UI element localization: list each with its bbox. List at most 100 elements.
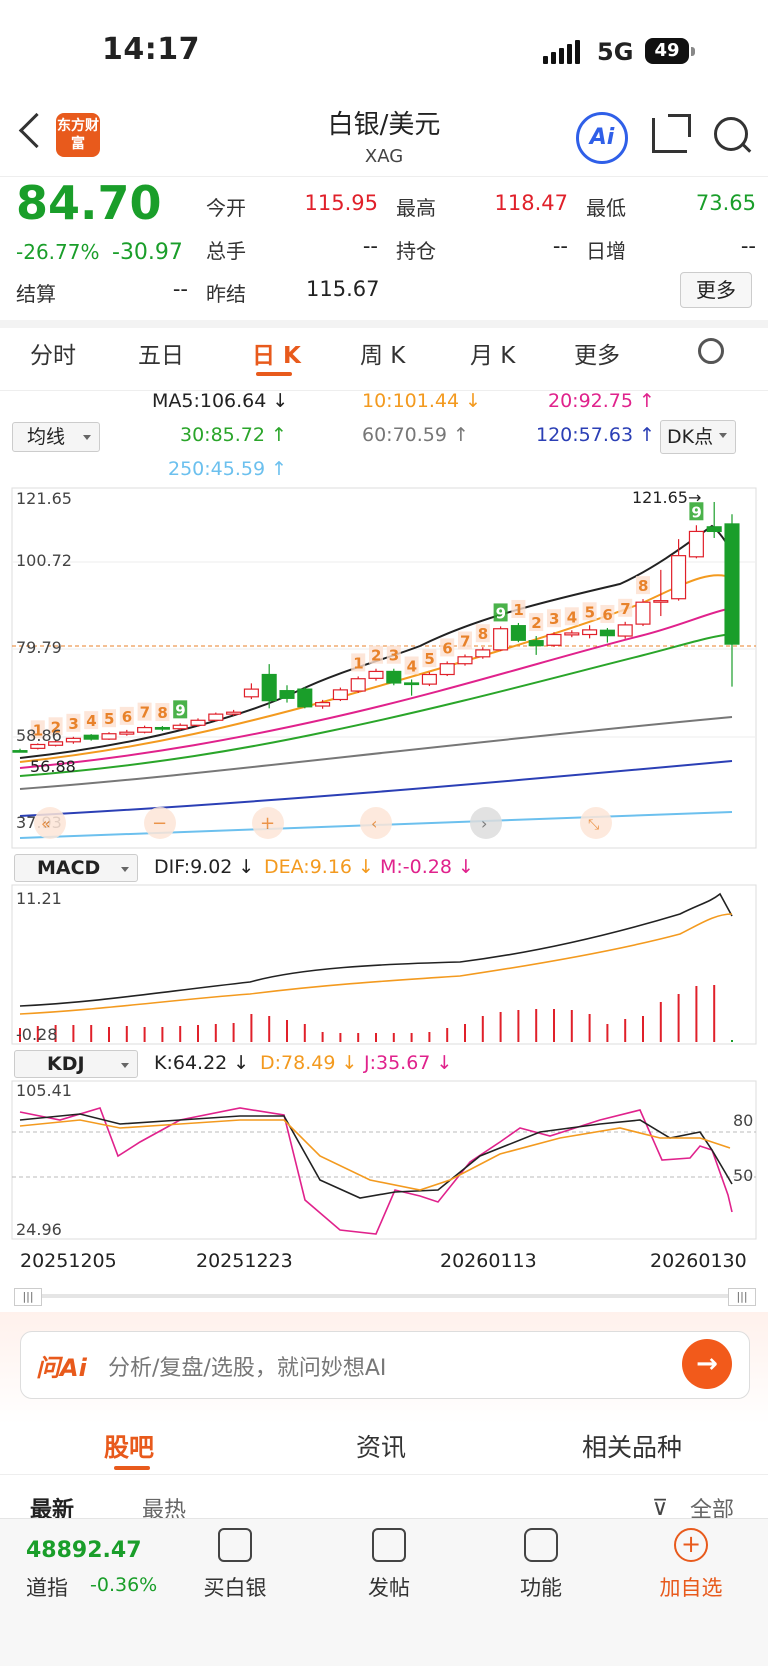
daily-inc-value: -- bbox=[740, 234, 756, 258]
candle-body bbox=[350, 678, 366, 692]
candle-body bbox=[137, 726, 153, 733]
min-price-marker: 56.88 bbox=[30, 757, 76, 776]
macd-bar bbox=[553, 1009, 555, 1042]
scroll-right-icon[interactable] bbox=[470, 807, 502, 839]
ai-button[interactable]: Ai bbox=[576, 112, 628, 164]
td-mark-number: 9 bbox=[691, 503, 701, 521]
td-mark-number: 2 bbox=[51, 718, 61, 736]
macd-axis-min: -0.28 bbox=[16, 1025, 57, 1044]
y-axis-max: 121.65 bbox=[16, 489, 72, 508]
range-right-handle[interactable]: ||| bbox=[728, 1288, 756, 1306]
macd-dea-line bbox=[19, 913, 733, 1015]
ma-select[interactable]: 均线 bbox=[12, 422, 100, 452]
nav-function[interactable]: 功能 bbox=[520, 1576, 562, 1600]
ma30-line bbox=[19, 633, 733, 777]
scroll-left-fast-icon[interactable] bbox=[34, 807, 66, 839]
share-icon[interactable] bbox=[652, 118, 687, 153]
td-mark-background bbox=[689, 502, 704, 521]
dk-point-select[interactable]: DK点 bbox=[660, 420, 736, 454]
ma20-line bbox=[19, 607, 733, 769]
td-mark-number: 6 bbox=[442, 639, 452, 657]
kdj-k-label: K:64.22 ↓ bbox=[154, 1052, 250, 1074]
candle-body bbox=[510, 625, 526, 641]
ma120-label: 120:57.63 ↑ bbox=[536, 424, 656, 446]
ask-ai-placeholder: 分析/复盘/选股，就问妙想AI bbox=[108, 1356, 387, 1381]
candle-body bbox=[546, 633, 562, 646]
tab-daily-k[interactable]: 日 K bbox=[252, 343, 301, 369]
tab-monthly-k[interactable]: 月 K bbox=[470, 343, 516, 369]
nav-post[interactable]: 发帖 bbox=[368, 1576, 410, 1600]
tab-more[interactable]: 更多 bbox=[574, 343, 620, 369]
range-left-handle[interactable]: ||| bbox=[14, 1288, 42, 1306]
ask-ai-input[interactable] bbox=[20, 1331, 750, 1399]
macd-dif-label: DIF:9.02 ↓ bbox=[154, 856, 255, 878]
td-mark-number: 1 bbox=[33, 721, 43, 739]
ask-ai-go-icon[interactable]: → bbox=[682, 1339, 732, 1389]
td-mark-number: 3 bbox=[68, 715, 78, 733]
settings-gear-icon[interactable] bbox=[698, 338, 724, 364]
ma5-label: MA5:106.64 ↓ bbox=[152, 390, 289, 412]
search-icon[interactable] bbox=[714, 117, 748, 151]
macd-bar bbox=[464, 1024, 466, 1042]
tab-intraday[interactable]: 分时 bbox=[30, 343, 76, 369]
macd-bar bbox=[606, 1024, 609, 1042]
divider bbox=[0, 1474, 768, 1475]
page-subtitle: XAG bbox=[364, 146, 404, 167]
td-mark-number: 9 bbox=[496, 604, 506, 622]
range-slider[interactable]: ||| ||| bbox=[14, 1288, 756, 1306]
fullscreen-icon[interactable] bbox=[580, 807, 612, 839]
macd-bar bbox=[410, 1033, 413, 1042]
battery-icon: 49 bbox=[645, 38, 689, 64]
zoom-in-icon[interactable] bbox=[252, 807, 284, 839]
kline-frame bbox=[11, 487, 757, 849]
zoom-out-icon[interactable] bbox=[144, 807, 176, 839]
tab-news[interactable]: 资讯 bbox=[356, 1433, 407, 1462]
tab-related[interactable]: 相关品种 bbox=[582, 1433, 683, 1462]
macd-bar bbox=[375, 1033, 377, 1042]
candle-body bbox=[101, 733, 117, 740]
function-grid-icon[interactable] bbox=[524, 1528, 558, 1562]
tab-weekly-k[interactable]: 周 K bbox=[360, 343, 406, 369]
candle-body bbox=[599, 629, 615, 637]
macd-bar bbox=[108, 1027, 110, 1042]
kline-chart[interactable]: 1 2 3 4 5 6 7 8 91 2 34 56 7 89 12 3 4 5 6 789 121.65 100.7… bbox=[0, 486, 768, 851]
candle-body bbox=[48, 741, 64, 746]
post-edit-icon[interactable] bbox=[372, 1528, 406, 1562]
add-watchlist-icon[interactable]: + bbox=[674, 1528, 708, 1562]
macd-bar bbox=[535, 1009, 538, 1042]
more-button[interactable]: 更多 bbox=[680, 272, 752, 308]
low-label: 最低 bbox=[586, 196, 626, 220]
candle-body bbox=[404, 682, 420, 686]
index-value[interactable]: 48892.47 bbox=[26, 1538, 142, 1563]
macd-bar bbox=[72, 1025, 75, 1042]
tab-five-day[interactable]: 五日 bbox=[138, 343, 184, 369]
macd-bar bbox=[19, 1028, 21, 1042]
candle-body bbox=[297, 688, 313, 708]
candle-body bbox=[724, 523, 740, 645]
td-mark-background bbox=[404, 656, 419, 675]
macd-select[interactable]: MACD bbox=[14, 854, 138, 882]
kdj-j-label: J:35.67 ↓ bbox=[364, 1052, 453, 1074]
tab-guba[interactable]: 股吧 bbox=[104, 1433, 155, 1462]
filter-icon[interactable]: ⊽ bbox=[652, 1496, 669, 1521]
td-mark-background bbox=[618, 598, 633, 617]
settle-label: 结算 bbox=[16, 282, 56, 306]
macd-dea-label: DEA:9.16 ↓ bbox=[264, 856, 374, 878]
date-label: 20251205 bbox=[20, 1250, 117, 1272]
td-mark-background bbox=[173, 700, 188, 719]
kdj-chart: 105.41 24.96 80 50 bbox=[11, 1080, 757, 1240]
nav-add-watchlist[interactable]: 加自选 bbox=[659, 1576, 723, 1600]
candle-body bbox=[154, 726, 170, 730]
td-mark-background bbox=[137, 702, 152, 721]
scroll-left-icon[interactable] bbox=[360, 807, 392, 839]
kdj-k-line bbox=[19, 1113, 733, 1199]
td-mark-number: 8 bbox=[157, 704, 167, 722]
nav-buy-silver[interactable]: 买白银 bbox=[203, 1576, 267, 1600]
candle-body bbox=[208, 713, 224, 721]
kdj-select[interactable]: KDJ bbox=[14, 1050, 138, 1078]
macd-bar bbox=[517, 1010, 520, 1042]
macd-axis-max: 11.21 bbox=[16, 889, 62, 908]
candle-body bbox=[582, 629, 598, 636]
settle-value: -- bbox=[172, 277, 188, 301]
buy-chart-icon[interactable] bbox=[218, 1528, 252, 1562]
